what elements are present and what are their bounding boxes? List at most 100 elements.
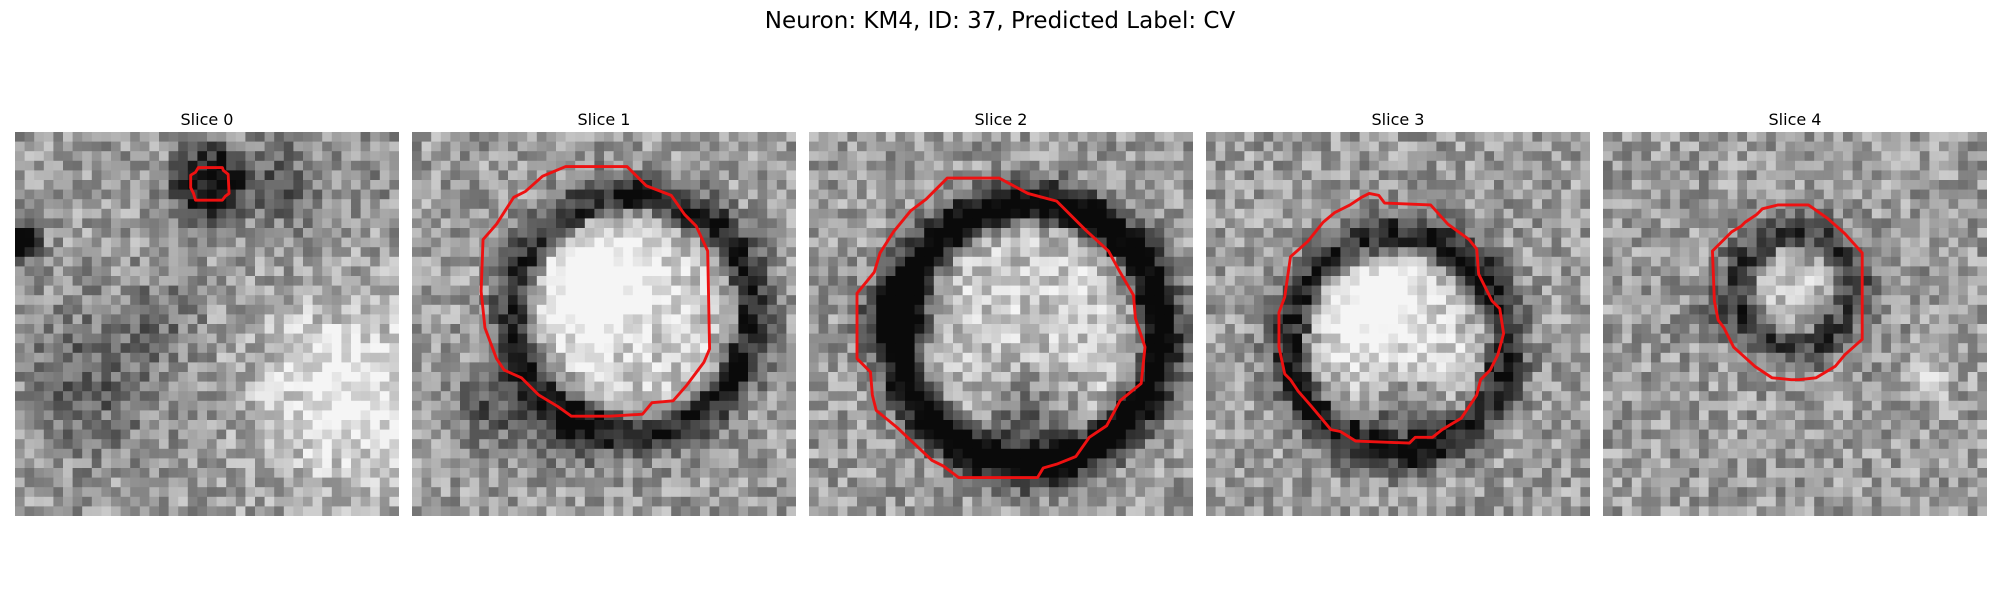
- pixel-cell: [584, 180, 595, 190]
- pixel-cell: [1116, 496, 1127, 507]
- pixel-cell: [556, 324, 566, 334]
- pixel-cell: [1135, 343, 1146, 354]
- pixel-cell: [43, 400, 54, 411]
- pixel-cell: [1049, 439, 1059, 450]
- pixel-cell: [1580, 160, 1590, 171]
- pixel-cell: [168, 391, 179, 402]
- pixel-cell: [680, 352, 691, 363]
- pixel-cell: [207, 314, 217, 325]
- pixel-cell: [1503, 160, 1514, 171]
- pixel-cell: [34, 420, 45, 430]
- pixel-cell: [111, 141, 121, 152]
- pixel-cell: [1125, 199, 1136, 210]
- pixel-cell: [767, 429, 778, 440]
- pixel-cell: [1010, 314, 1021, 325]
- pixel-cell: [351, 160, 361, 171]
- pixel-cell: [1340, 132, 1351, 142]
- pixel-cell: [981, 333, 992, 344]
- pixel-cell: [207, 276, 217, 286]
- pixel-cell: [207, 189, 217, 200]
- pixel-cell: [207, 487, 217, 498]
- pixel-cell: [981, 266, 992, 277]
- pixel-cell: [255, 256, 265, 267]
- pixel-cell: [1145, 266, 1155, 277]
- pixel-cell: [895, 199, 906, 210]
- pixel-cell: [120, 343, 131, 354]
- pixel-cell: [943, 170, 954, 181]
- pixel-cell: [690, 324, 701, 334]
- pixel-cell: [652, 285, 662, 296]
- pixel-cell: [421, 343, 432, 354]
- pixel-cell: [34, 189, 45, 200]
- pixel-cell: [818, 410, 829, 421]
- pixel-cell: [216, 458, 227, 469]
- pixel-cell: [885, 333, 896, 344]
- pixel-cell: [1001, 304, 1011, 315]
- pixel-cell: [264, 333, 275, 344]
- pixel-cell: [1010, 237, 1021, 248]
- pixel-cell: [1097, 381, 1107, 392]
- pixel-cell: [207, 218, 217, 229]
- pixel-cell: [82, 352, 93, 363]
- pixel-cell: [312, 276, 323, 286]
- pixel-cell: [508, 352, 518, 363]
- pixel-cell: [63, 468, 73, 478]
- pixel-cell: [690, 141, 701, 152]
- pixel-cell: [440, 170, 451, 181]
- pixel-cell: [341, 391, 352, 402]
- pixel-cell: [1145, 314, 1155, 325]
- pixel-cell: [1183, 362, 1193, 373]
- pixel-cell: [72, 141, 83, 152]
- pixel-cell: [111, 468, 121, 478]
- pixel-cell: [767, 247, 778, 258]
- pixel-cell: [15, 141, 25, 152]
- pixel-cell: [661, 468, 672, 478]
- pixel-cell: [1398, 141, 1408, 152]
- pixel-cell: [341, 170, 352, 181]
- pixel-cell: [1020, 487, 1031, 498]
- pixel-cell: [379, 247, 390, 258]
- pixel-cell: [82, 381, 93, 392]
- pixel-cell: [331, 352, 342, 363]
- pixel-cell: [450, 324, 461, 334]
- pixel-cell: [594, 151, 605, 162]
- pixel-cell: [72, 372, 83, 382]
- pixel-cell: [866, 180, 877, 190]
- pixel-cell: [159, 487, 169, 498]
- pixel-cell: [1087, 448, 1098, 459]
- pixel-cell: [331, 458, 342, 469]
- pixel-cell: [1183, 208, 1193, 219]
- pixel-cell: [565, 439, 576, 450]
- pixel-cell: [623, 295, 634, 306]
- pixel-cell: [226, 420, 237, 430]
- pixel-cell: [1206, 151, 1216, 162]
- pixel-cell: [379, 256, 390, 267]
- pixel-cell: [876, 160, 887, 171]
- pixel-cell: [905, 381, 915, 392]
- pixel-cell: [594, 381, 605, 392]
- pixel-cell: [274, 381, 285, 392]
- pixel-cell: [101, 218, 112, 229]
- pixel-cell: [517, 506, 528, 516]
- pixel-cell: [488, 218, 499, 229]
- pixel-cell: [748, 218, 758, 229]
- pixel-cell: [1145, 141, 1155, 152]
- pixel-cell: [235, 477, 246, 488]
- pixel-cell: [623, 180, 634, 190]
- pixel-cell: [876, 324, 887, 334]
- pixel-cell: [43, 295, 54, 306]
- pixel-cell: [159, 189, 169, 200]
- pixel-cell: [1010, 228, 1021, 238]
- pixel-cell: [767, 352, 778, 363]
- pixel-cell: [139, 199, 150, 210]
- pixel-cell: [1068, 314, 1079, 325]
- pixel-cell: [818, 256, 829, 267]
- pixel-cell: [876, 458, 887, 469]
- pixel-cell: [953, 352, 963, 363]
- pixel-cell: [72, 487, 83, 498]
- pixel-cell: [450, 343, 461, 354]
- pixel-cell: [748, 304, 758, 315]
- pixel-cell: [962, 160, 973, 171]
- pixel-cell: [536, 180, 547, 190]
- pixel-cell: [748, 410, 758, 421]
